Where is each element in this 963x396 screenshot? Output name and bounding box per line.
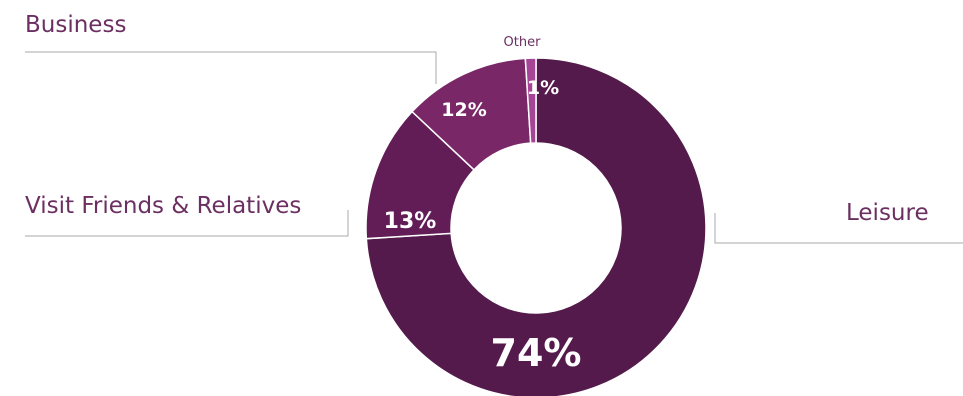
category-label-leisure: Leisure (846, 200, 929, 226)
value-label-other: 1% (527, 77, 559, 99)
category-label-other: Other (504, 35, 542, 50)
value-label-visit-friends-relatives: 13% (384, 209, 437, 234)
value-label-leisure: 74% (491, 331, 582, 375)
value-label-business: 12% (441, 99, 486, 121)
leader-line-visit-friends-relatives (25, 210, 349, 237)
leader-line-leisure (714, 213, 963, 244)
leader-lines (25, 51, 963, 244)
percentage-labels: 74% 13% 12% 1% (384, 77, 582, 375)
category-labels: Leisure Visit Friends & Relatives Business… (25, 12, 929, 226)
donut-slices (365, 57, 707, 396)
slice-other (524, 57, 537, 144)
category-label-business: Business (25, 12, 126, 38)
leader-line-business (25, 51, 437, 84)
slice-leisure (365, 57, 707, 396)
category-label-visit-friends-relatives: Visit Friends & Relatives (25, 193, 301, 219)
